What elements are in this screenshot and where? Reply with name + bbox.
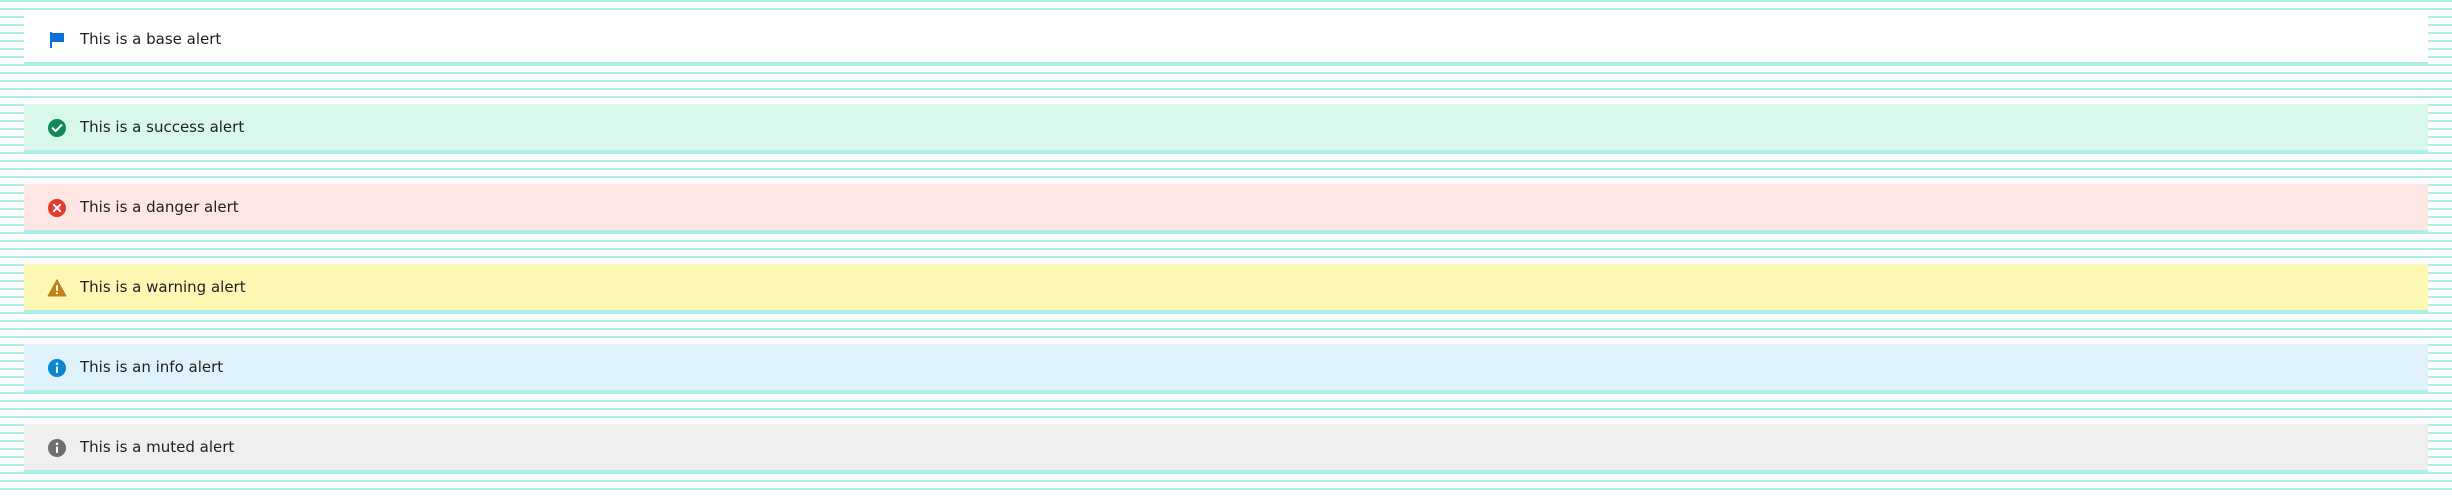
alert-success-text: This is a success alert: [80, 118, 245, 136]
alert-base-text: This is a base alert: [80, 30, 222, 48]
info-icon: [47, 438, 67, 458]
flag-icon: [47, 30, 67, 50]
x-circle-icon: [47, 198, 67, 218]
info-icon: [47, 358, 67, 378]
alert-success: This is a success alert: [24, 104, 2428, 152]
check-circle-icon: [47, 118, 67, 138]
alert-base: This is a base alert: [24, 16, 2428, 64]
alert-warning-text: This is a warning alert: [80, 278, 246, 296]
alert-info: This is an info alert: [24, 344, 2428, 392]
alert-danger: This is a danger alert: [24, 184, 2428, 232]
alert-muted-text: This is a muted alert: [80, 438, 235, 456]
alert-warning: This is a warning alert: [24, 264, 2428, 312]
warning-icon: [47, 278, 67, 298]
alert-danger-text: This is a danger alert: [80, 198, 239, 216]
alert-info-text: This is an info alert: [80, 358, 224, 376]
alert-muted: This is a muted alert: [24, 424, 2428, 472]
